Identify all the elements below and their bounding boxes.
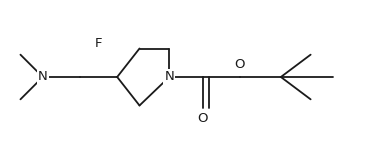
- Text: F: F: [95, 37, 102, 50]
- Text: O: O: [198, 112, 208, 125]
- Text: N: N: [38, 71, 48, 83]
- Text: O: O: [235, 58, 245, 71]
- Text: N: N: [164, 71, 174, 83]
